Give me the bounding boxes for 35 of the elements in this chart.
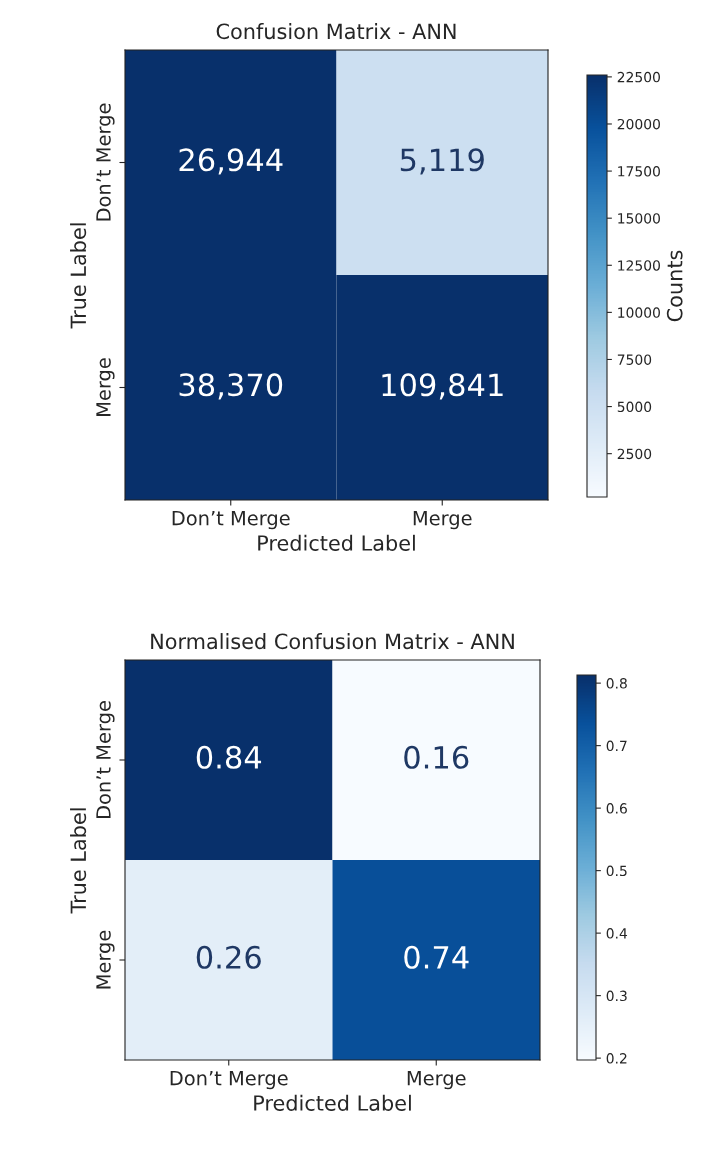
color-bar-title: Counts: [666, 250, 683, 322]
data-label: 38,370: [179, 373, 283, 400]
data-label: 26,944: [179, 148, 283, 175]
color-bar-label: 10000: [618, 307, 660, 318]
color-bar-label: 15000: [618, 213, 660, 224]
y-tick-label: Don’t Merge: [96, 701, 115, 819]
data-label: 5,119: [400, 148, 484, 175]
color-bar-label: 0.2: [606, 1053, 627, 1064]
chart-title: Normalised Confusion Matrix - ANN: [151, 633, 514, 650]
color-bar-label: 17500: [618, 166, 660, 177]
color-bar-label: 22500: [617, 71, 660, 83]
x-axis-title: Predicted Label: [258, 534, 415, 551]
data-label: 109,841: [382, 373, 503, 400]
color-bar-label: 7500: [617, 354, 652, 365]
color-bar-label: 0.3: [606, 990, 627, 1002]
y-tick-label: Merge: [96, 930, 115, 989]
color-bar-label: 12500: [618, 260, 660, 271]
data-label: 0.74: [404, 945, 469, 969]
color-bar-label: 0.5: [606, 865, 627, 877]
data-label: 0.26: [196, 945, 261, 969]
color-bar-label: 0.6: [606, 803, 627, 814]
y-axis-title: True Label: [70, 808, 87, 914]
color-bar-label: 0.8: [606, 678, 627, 689]
color-bar-label: 0.7: [606, 740, 627, 752]
data-label: 0.16: [404, 745, 469, 769]
chart-title: Confusion Matrix - ANN: [216, 23, 456, 40]
color-bar-label: 0.4: [606, 928, 628, 939]
data-label: 0.84: [196, 745, 262, 769]
color-bar-label: 5000: [617, 401, 652, 413]
y-tick-label: Merge: [96, 358, 115, 416]
y-tick-label: Don’t Merge: [96, 103, 115, 221]
color-bar-label: 20000: [617, 118, 660, 130]
x-axis-title: Predicted Label: [254, 1094, 411, 1111]
color-bar-label: 2500: [617, 448, 652, 460]
y-axis-title: True Label: [70, 223, 87, 329]
